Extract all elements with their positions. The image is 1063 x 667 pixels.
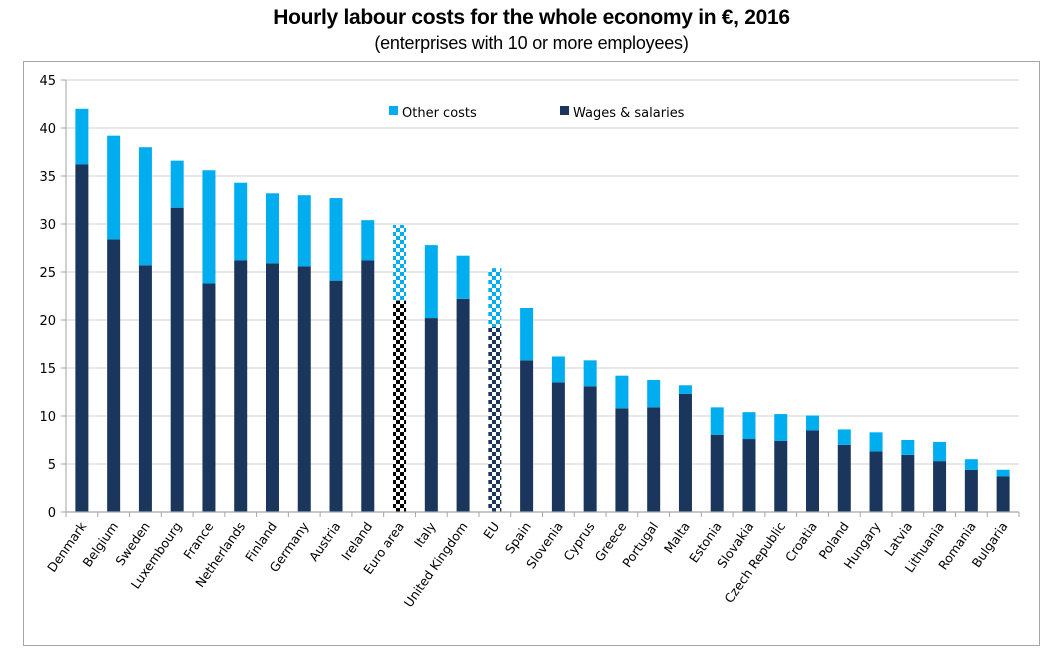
x-tick-label: Croatia (782, 519, 820, 564)
bar-other-costs-estonia (710, 407, 724, 435)
legend-swatch-wages-salaries (560, 106, 569, 115)
y-tick-label: 35 (39, 170, 56, 185)
chart-frame (23, 61, 1040, 646)
bar-wages-ireland (361, 260, 375, 512)
bar-wages-czech-republic (774, 440, 788, 512)
bar-wages-latvia (901, 454, 915, 512)
bar-wages-greece (615, 408, 629, 512)
x-tick-label: EU (480, 519, 502, 542)
bar-wages-austria (329, 280, 343, 512)
bar-other-costs-croatia (806, 415, 820, 431)
bar-other-costs-sweden (138, 147, 152, 266)
legend-label-wages-salaries: Wages & salaries (573, 106, 685, 121)
y-tick-label: 30 (39, 218, 56, 233)
bar-other-costs-bulgaria (996, 469, 1010, 477)
bar-wages-united-kingdom (456, 298, 470, 512)
bar-other-costs-latvia (901, 440, 915, 455)
x-tick-label: United Kingdom (401, 519, 471, 610)
x-axis: DenmarkBelgiumSwedenLuxembourgFranceNeth… (44, 511, 1020, 610)
bar-wages-romania (964, 469, 978, 512)
bar-other-costs-hungary (869, 432, 883, 452)
bar-wages-italy (424, 318, 438, 512)
bar-other-costs-denmark (75, 108, 89, 165)
bar-other-costs-eu (488, 268, 502, 327)
y-tick-label: 45 (39, 74, 56, 89)
bar-other-costs-belgium (107, 135, 121, 240)
bar-wages-slovakia (742, 439, 756, 512)
bar-wages-france (202, 283, 216, 512)
bar-wages-lithuania (933, 461, 947, 512)
bar-wages-eu (488, 326, 502, 512)
y-tick-label: 10 (39, 410, 56, 425)
bar-wages-bulgaria (996, 476, 1010, 512)
bar-wages-germany (297, 266, 311, 512)
bar-other-costs-netherlands (234, 182, 248, 261)
bar-wages-portugal (647, 407, 661, 512)
bar-other-costs-luxembourg (170, 160, 184, 208)
y-tick-label: 25 (39, 266, 56, 281)
y-axis: 0 5 10 15 20 25 30 35 40 45 (39, 74, 67, 521)
bar-wages-estonia (710, 434, 724, 512)
bar-wages-slovenia (551, 382, 565, 512)
bar-other-costs-ireland (361, 220, 375, 261)
legend: Other costs Wages & salaries (389, 106, 685, 121)
bar-other-costs-spain (520, 308, 534, 361)
y-tick-label: 40 (39, 122, 56, 137)
bar-other-costs-greece (615, 375, 629, 409)
bar-other-costs-finland (265, 193, 279, 264)
bar-wages-luxembourg (170, 207, 184, 512)
bar-other-costs-cyprus (583, 360, 597, 387)
bar-wages-euro-area (393, 300, 407, 512)
legend-swatch-other-costs (389, 106, 398, 115)
y-tick-label: 15 (39, 362, 56, 377)
bar-wages-netherlands (234, 260, 248, 512)
bar-other-costs-czech-republic (774, 414, 788, 441)
x-tick-label: Spain (502, 519, 534, 556)
bar-other-costs-germany (297, 195, 311, 267)
bar-wages-finland (265, 263, 279, 512)
bar-other-costs-euro-area (393, 224, 407, 301)
bar-other-costs-portugal (647, 380, 661, 408)
x-tick-label: Denmark (44, 518, 90, 574)
x-tick-label: Austria (306, 519, 344, 564)
bar-wages-poland (837, 444, 851, 512)
bar-wages-belgium (107, 239, 121, 513)
chart-title: Hourly labour costs for the whole econom… (273, 6, 790, 29)
bar-other-costs-united-kingdom (456, 255, 470, 299)
bar-other-costs-poland (837, 429, 851, 445)
bar-other-costs-austria (329, 198, 343, 281)
bar-other-costs-france (202, 170, 216, 284)
bar-wages-hungary (869, 451, 883, 512)
bar-other-costs-romania (964, 459, 978, 470)
bar-other-costs-lithuania (933, 441, 947, 462)
bar-wages-denmark (75, 164, 89, 513)
x-tick-label: Malta (661, 519, 693, 556)
bar-wages-croatia (806, 430, 820, 512)
bars (75, 108, 1010, 513)
bar-wages-malta (678, 393, 692, 512)
bar-wages-cyprus (583, 386, 597, 512)
gridlines (66, 79, 1019, 465)
bar-wages-sweden (138, 265, 152, 512)
chart-subtitle: (enterprises with 10 or more employees) (374, 33, 689, 53)
legend-label-other-costs: Other costs (402, 106, 477, 121)
bar-other-costs-italy (424, 245, 438, 319)
y-tick-label: 5 (48, 458, 56, 473)
y-tick-label: 20 (39, 314, 56, 329)
bar-other-costs-slovenia (551, 356, 565, 383)
y-tick-label: 0 (48, 506, 56, 521)
bar-wages-spain (520, 360, 534, 512)
bar-other-costs-slovakia (742, 412, 756, 440)
bar-other-costs-malta (678, 385, 692, 394)
x-tick-label: Italy (411, 519, 439, 550)
